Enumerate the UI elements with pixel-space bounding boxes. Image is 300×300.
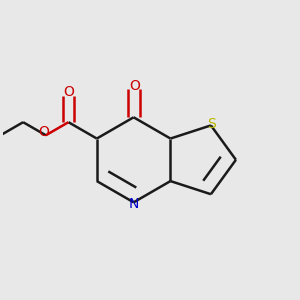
Text: S: S: [207, 117, 216, 131]
Text: O: O: [129, 79, 140, 92]
Text: N: N: [128, 197, 139, 211]
Text: O: O: [39, 125, 50, 139]
Text: O: O: [64, 85, 75, 99]
